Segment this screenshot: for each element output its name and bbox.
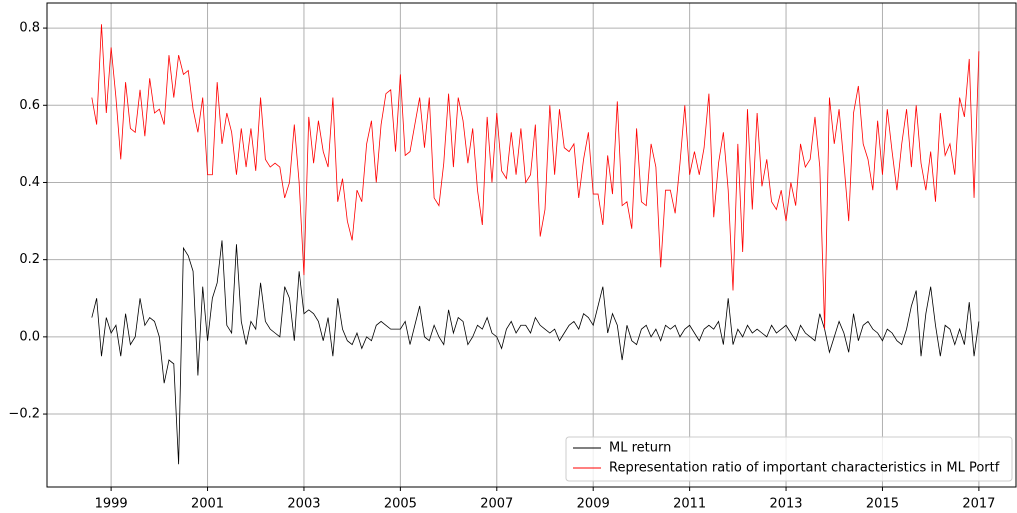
axes-frame [46,2,1017,488]
legend-label: ML return [609,441,671,456]
legend-label: Representation ratio of important charac… [609,461,1000,476]
y-tick-label: −0.2 [8,407,40,422]
y-tick-label: 0.2 [19,252,40,267]
x-tick-label: 2001 [191,497,224,512]
y-tick-label: 0.8 [19,21,40,36]
y-tick-label: 0.4 [19,175,40,190]
y-tick-label: 0.6 [19,98,40,113]
x-tick-label: 2005 [384,497,417,512]
x-tick-label: 2007 [480,497,513,512]
x-tick-label: 1999 [95,497,128,512]
series-line [91,24,980,330]
x-tick-label: 2015 [866,497,899,512]
legend-box [565,436,1013,482]
x-tick-label: 2003 [287,497,320,512]
x-tick-label: 2009 [577,497,610,512]
x-tick-label: 2011 [673,497,706,512]
x-tick-label: 2013 [769,497,802,512]
series-line [91,240,980,465]
y-tick-label: 0.0 [19,329,40,344]
legend: ML return Representation ratio of importa… [565,436,1013,482]
x-tick-label: 2017 [962,497,995,512]
